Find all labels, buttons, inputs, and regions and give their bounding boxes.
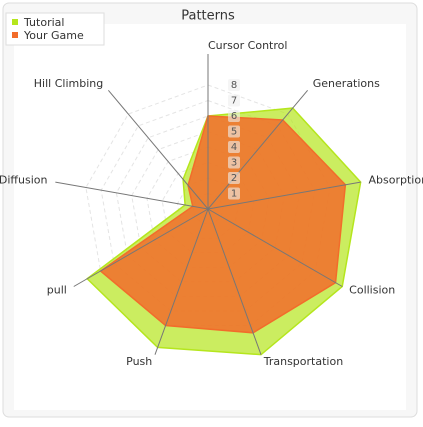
axis-line (55, 181, 209, 210)
legend (5, 12, 105, 46)
r-tick-label: 2 (231, 173, 237, 184)
r-tick-label: 5 (231, 127, 237, 138)
legend-label: Your Game (23, 29, 84, 42)
tick-label-bg (228, 187, 240, 200)
axis-label: Transportation (263, 355, 343, 368)
axis-line (207, 208, 262, 355)
chart-title: Patterns (181, 9, 235, 24)
areas (86, 107, 362, 356)
r-tick-label: 4 (231, 142, 237, 153)
r-tick-label: 7 (231, 96, 237, 107)
r-tick-label: 3 (231, 158, 237, 169)
axis-label: Collision (349, 284, 395, 297)
axis-line (207, 208, 343, 287)
axis-line (73, 208, 209, 287)
r-tick-label: 8 (231, 80, 237, 91)
axis-label: Absorption (369, 174, 423, 187)
r-tick-label: 1 (231, 189, 237, 200)
axis-line (207, 89, 309, 210)
grid-line (115, 115, 301, 297)
legend-label: Tutorial (23, 16, 64, 29)
tick-label-bg (228, 125, 240, 138)
axes (55, 54, 361, 355)
axis-label: pull (47, 284, 67, 297)
tick-label-bg (228, 79, 240, 91)
tick-label-bg (228, 172, 240, 184)
tick-label-bg (228, 156, 240, 169)
tick-label-bg (228, 141, 240, 153)
axis-line (154, 208, 209, 355)
axis-line (107, 89, 209, 210)
axis-label: Cursor Control (208, 39, 287, 52)
axis-label: Hill Climbing (34, 77, 103, 90)
legend-swatch (12, 19, 18, 25)
axis-label: Push (126, 355, 152, 368)
tick-label-bg (228, 94, 240, 107)
radar-area (99, 115, 347, 334)
axis-label: Generations (313, 77, 380, 90)
legend-swatch (12, 32, 18, 38)
axis-label: Diffusion (0, 174, 47, 187)
tick-label-bg (228, 110, 240, 122)
r-tick-label: 6 (231, 111, 237, 122)
grid-line (100, 99, 316, 312)
axis-line (207, 181, 361, 210)
